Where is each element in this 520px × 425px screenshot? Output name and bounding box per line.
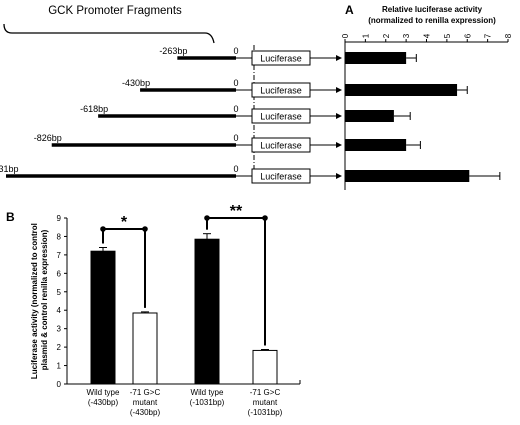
chart-a-tick-label: 6 xyxy=(463,33,472,38)
fragments-brace xyxy=(3,23,215,44)
chart-b-bar xyxy=(252,349,278,385)
arrow-head xyxy=(336,87,342,93)
chart-b-tick-label: 8 xyxy=(57,232,62,241)
luciferase-label: Luciferase xyxy=(260,86,302,96)
fragment-label: -430bp xyxy=(122,78,150,88)
chart-b-category-label: -71 G>C xyxy=(250,388,281,397)
fragment-label: -618bp xyxy=(80,104,108,114)
fragment-label: -1031bp xyxy=(0,164,19,174)
chart-b-tick-label: 9 xyxy=(57,214,62,223)
chart-b-ylabel: Luciferase activity (normalized to contr… xyxy=(30,221,49,379)
chart-a-bar xyxy=(345,139,407,151)
chart-a-bar xyxy=(345,52,407,64)
chart-a-tick-label: 1 xyxy=(361,33,370,38)
chart-b-tick-label: 5 xyxy=(57,288,62,297)
chart-b-tick-label: 0 xyxy=(57,380,62,389)
luciferase-label: Luciferase xyxy=(260,172,302,182)
chart-b-bar xyxy=(90,250,116,385)
fragment-label: -263bp xyxy=(159,46,187,56)
luciferase-label: Luciferase xyxy=(260,54,302,64)
chart-b-bar xyxy=(132,312,158,385)
chart-b-ylabel-line-1: Luciferase activity (normalized to contr… xyxy=(30,223,39,379)
chart-b-category-label: (-1031bp) xyxy=(248,408,283,417)
chart-b-category-label: (-430bp) xyxy=(130,408,161,417)
fragment-zero-label: 0 xyxy=(233,78,238,88)
significance-label: ** xyxy=(230,203,243,220)
chart-b-tick-label: 7 xyxy=(57,251,62,260)
panel-b-letter: B xyxy=(6,210,15,224)
fragment-zero-label: 0 xyxy=(233,133,238,143)
chart-a-bar xyxy=(345,170,470,182)
chart-b-tick-label: 2 xyxy=(57,343,62,352)
arrow-head xyxy=(336,55,342,61)
chart-a-tick-label: 7 xyxy=(484,33,493,38)
panel-a-letter: A xyxy=(345,3,354,17)
significance-label: * xyxy=(121,214,128,231)
chart-a-bar xyxy=(345,110,394,122)
arrow-head xyxy=(336,142,342,148)
fragments-title: GCK Promoter Fragments xyxy=(48,5,182,17)
chart-a-tick-label: 4 xyxy=(423,33,432,38)
chart-b-bar xyxy=(194,238,220,385)
chart-b-tick-label: 1 xyxy=(57,362,62,371)
chart-b-category-label: Wild type xyxy=(87,388,120,397)
arrow-head xyxy=(336,173,342,179)
chart-a-subtitle: (normalized to renilla expression) xyxy=(368,16,496,25)
chart-a-title: Relative luciferase activity xyxy=(382,5,483,14)
significance-dot-right xyxy=(142,226,148,232)
chart-b-category-label: (-1031bp) xyxy=(190,398,225,407)
significance-dot-left xyxy=(204,215,210,221)
fragment-zero-label: 0 xyxy=(233,164,238,174)
chart-b-category-label: (-430bp) xyxy=(88,398,119,407)
chart-a-tick-label: 5 xyxy=(443,33,452,38)
chart-a-tick-label: 0 xyxy=(341,33,350,38)
chart-b-category-label: Wild type xyxy=(191,388,224,397)
chart-a: 0 1 2 3 4 5 6 7 8 xyxy=(341,33,513,190)
chart-a-tick-label: 3 xyxy=(402,33,411,38)
chart-a-tick-label: 2 xyxy=(382,33,391,38)
luciferase-label: Luciferase xyxy=(260,112,302,122)
chart-b-category-label: mutant xyxy=(253,398,278,407)
fragment-label: -826bp xyxy=(34,133,62,143)
chart-b-tick-label: 4 xyxy=(57,306,62,315)
chart-b-category-label: mutant xyxy=(133,398,158,407)
significance-dot-right xyxy=(262,215,268,221)
fragment-diagram: -263bp 0 Luciferase -430bp 0 Luciferase -618bp… xyxy=(0,46,342,184)
arrow-head xyxy=(336,113,342,119)
chart-a-tick-label: 8 xyxy=(504,33,513,38)
fragment-zero-label: 0 xyxy=(233,46,238,56)
luciferase-label: Luciferase xyxy=(260,141,302,151)
chart-b-tick-label: 6 xyxy=(57,269,62,278)
chart-a-bar xyxy=(345,84,458,96)
chart-b-category-label: -71 G>C xyxy=(130,388,161,397)
significance-dot-left xyxy=(100,226,106,232)
chart-b-tick-label: 3 xyxy=(57,325,62,334)
fragment-zero-label: 0 xyxy=(233,104,238,114)
chart-b-ylabel-line-2: plasmid & control renilla expression) xyxy=(40,229,49,370)
